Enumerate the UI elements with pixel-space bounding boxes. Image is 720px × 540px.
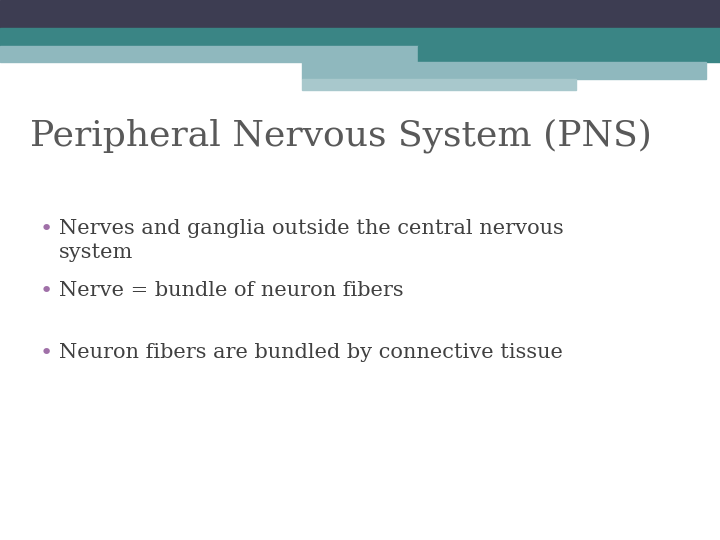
Bar — [302, 79, 576, 90]
Bar — [0, 0, 720, 28]
Text: •: • — [40, 281, 53, 301]
Text: Neuron fibers are bundled by connective tissue: Neuron fibers are bundled by connective … — [59, 343, 563, 362]
Text: Peripheral Nervous System (PNS): Peripheral Nervous System (PNS) — [30, 119, 652, 153]
Text: •: • — [40, 343, 53, 363]
Bar — [0, 28, 720, 46]
Text: Nerve = bundle of neuron fibers: Nerve = bundle of neuron fibers — [59, 281, 404, 300]
Bar — [418, 46, 720, 62]
Text: Nerves and ganglia outside the central nervous
system: Nerves and ganglia outside the central n… — [59, 219, 564, 262]
Text: •: • — [40, 219, 53, 239]
Bar — [302, 62, 706, 79]
Bar — [0, 46, 418, 62]
